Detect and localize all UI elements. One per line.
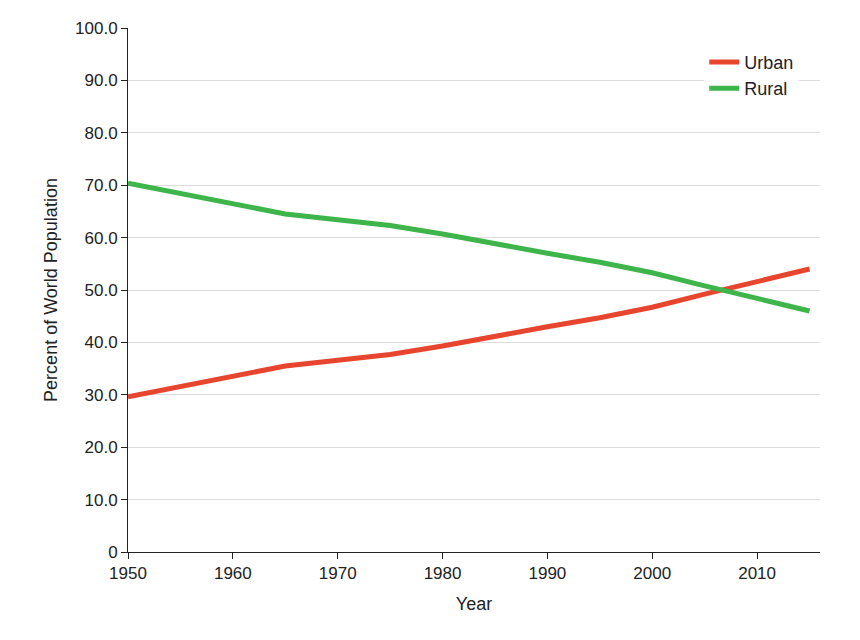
svg-text:Urban: Urban <box>744 53 793 73</box>
svg-text:Rural: Rural <box>744 79 787 99</box>
svg-text:10.0: 10.0 <box>85 491 118 510</box>
svg-text:Percent of World Population: Percent of World Population <box>41 178 61 402</box>
svg-text:2010: 2010 <box>738 564 776 583</box>
svg-text:60.0: 60.0 <box>85 229 118 248</box>
svg-text:90.0: 90.0 <box>85 71 118 90</box>
svg-text:Year: Year <box>456 594 492 614</box>
svg-text:1960: 1960 <box>214 564 252 583</box>
svg-text:30.0: 30.0 <box>85 386 118 405</box>
svg-text:80.0: 80.0 <box>85 124 118 143</box>
svg-text:1990: 1990 <box>528 564 566 583</box>
svg-text:1980: 1980 <box>424 564 462 583</box>
svg-text:20.0: 20.0 <box>85 438 118 457</box>
svg-text:0: 0 <box>108 543 117 562</box>
svg-text:2000: 2000 <box>633 564 671 583</box>
svg-text:1950: 1950 <box>109 564 147 583</box>
svg-text:40.0: 40.0 <box>85 333 118 352</box>
svg-text:70.0: 70.0 <box>85 176 118 195</box>
svg-text:50.0: 50.0 <box>85 281 118 300</box>
svg-text:1970: 1970 <box>319 564 357 583</box>
svg-text:100.0: 100.0 <box>75 19 118 38</box>
